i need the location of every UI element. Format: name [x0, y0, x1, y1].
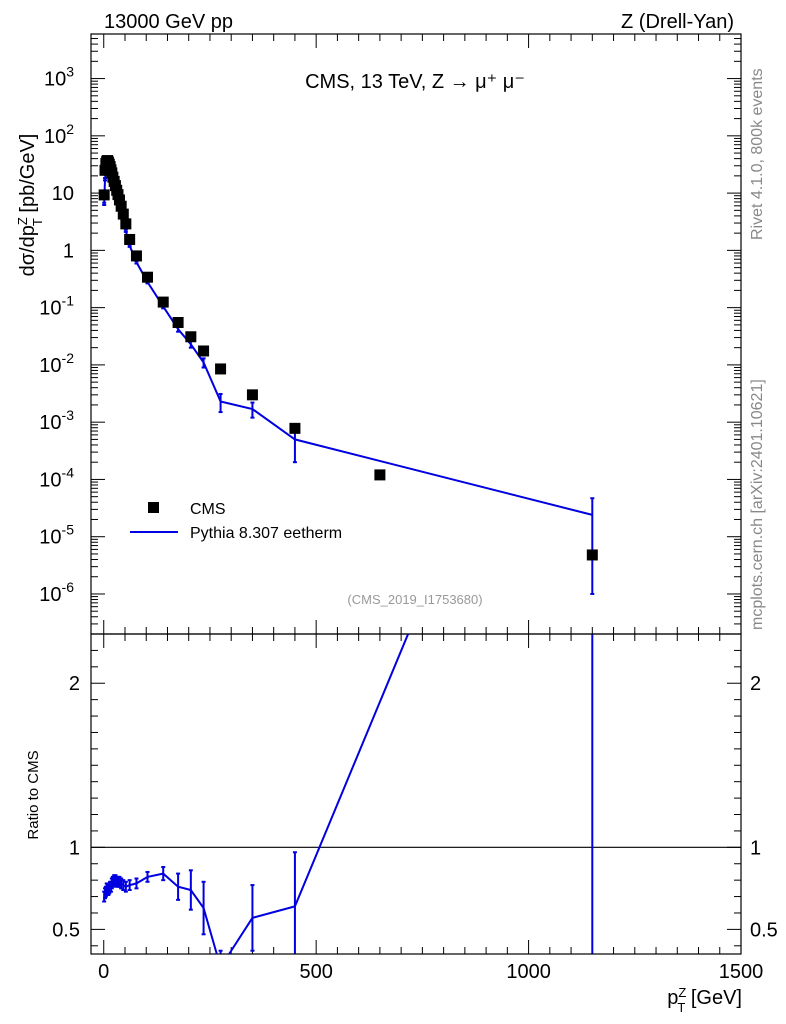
ratio-y-tick-label-right: 1 [750, 837, 761, 859]
y-tick-label: 10-5 [39, 522, 74, 549]
data-point [142, 271, 154, 283]
mc-error-bars [102, 169, 595, 595]
legend-data-marker [148, 502, 159, 513]
ratio-y-tick-labels: 0.5 0.5 1 1 2 2 [52, 673, 778, 941]
main-y-tick-labels: 10-6 10-5 10-4 10-3 10-2 10-1 1 10 102 103 [39, 64, 74, 606]
ratio-panel: 0.5 0.5 1 1 2 2 [52, 633, 778, 955]
x-tick-label: 500 [299, 961, 332, 983]
data-point [113, 194, 125, 206]
data-point [117, 208, 129, 220]
data-markers [98, 155, 598, 561]
ratio-frame [90, 633, 742, 955]
y-tick-label: 10-4 [39, 464, 74, 491]
ratio-y-tick-label: 1 [69, 837, 80, 859]
ratio-y-tick-label-right: 0.5 [750, 919, 778, 941]
y-tick-label: 10-6 [39, 579, 74, 606]
data-point [172, 317, 184, 329]
energy-label: 13000 GeV pp [104, 11, 233, 33]
data-point [586, 549, 598, 561]
analysis-watermark: (CMS_2019_I1753680) [347, 592, 482, 607]
ratio-error-bars [102, 634, 594, 954]
ratio-y-tick-label: 0.5 [52, 919, 80, 941]
y-tick-label: 10 [52, 183, 74, 205]
data-point [124, 233, 136, 245]
data-point [246, 389, 258, 401]
mc-line [103, 166, 593, 516]
data-point [198, 345, 210, 357]
chart-title: CMS, 13 TeV, Z → μ⁺ μ⁻ [305, 71, 525, 93]
ratio-line-path [103, 633, 410, 955]
process-label: Z (Drell-Yan) [621, 11, 734, 33]
y-tick-label: 10-3 [39, 407, 74, 434]
data-point [289, 422, 301, 434]
ratio-y-tick-label-right: 2 [750, 673, 761, 695]
data-point [120, 218, 132, 230]
y-tick-label: 103 [44, 64, 74, 91]
legend-mc-label: Pythia 8.307 eetherm [190, 525, 342, 542]
mcplots-label: mcplots.cern.ch [arXiv:2401.10621] [749, 379, 766, 630]
ratio-ylabel: Ratio to CMS [25, 750, 42, 839]
data-point [157, 296, 169, 308]
x-axis-title: pZ T [GeV] [667, 985, 742, 1015]
x-tick-label: 1500 [719, 961, 764, 983]
svg-text:dσ/dpZT [pb/GeV]: dσ/dpZT [pb/GeV] [15, 134, 45, 277]
main-axis-ticks [91, 33, 742, 635]
rivet-label: Rivet 4.1.0, 800k events [749, 68, 766, 240]
data-point [130, 250, 142, 262]
y-tick-label: 10-1 [39, 293, 74, 320]
main-ylabel: dσ/dpZT [pb/GeV] [15, 134, 45, 277]
x-tick-labels: 0 500 1000 1500 [98, 961, 763, 983]
data-point [374, 469, 386, 481]
x-tick-label: 0 [98, 961, 109, 983]
y-tick-label: 10-2 [39, 350, 74, 377]
legend: CMS Pythia 8.307 eetherm [130, 501, 342, 542]
legend-data-label: CMS [190, 501, 226, 518]
y-tick-label: 102 [44, 121, 74, 148]
ratio-y-tick-label: 2 [69, 673, 80, 695]
main-panel: 10-6 10-5 10-4 10-3 10-2 10-1 1 10 102 103 CMS, 1… [39, 33, 742, 635]
svg-text:pZT [GeV]: pZ T [GeV] [667, 985, 742, 1015]
data-point [215, 363, 227, 375]
data-point [98, 189, 110, 201]
y-tick-label: 1 [63, 240, 74, 262]
data-point [185, 331, 197, 343]
data-point [115, 200, 127, 212]
x-tick-label: 1000 [506, 961, 551, 983]
ratio-axis-ticks [91, 633, 742, 954]
